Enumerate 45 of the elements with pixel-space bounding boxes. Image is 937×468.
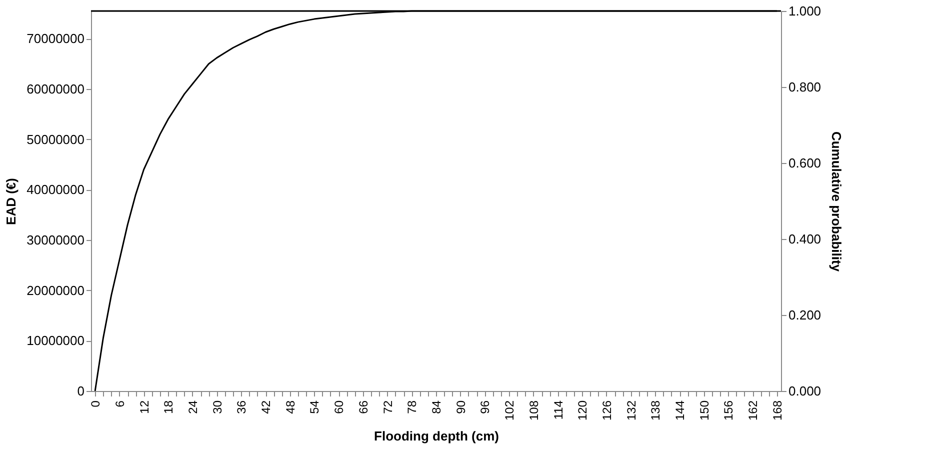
x-tick-label: 18 (162, 400, 176, 414)
y-tick-label: 20000000 (26, 282, 84, 298)
y-tick-label: 40000000 (26, 182, 84, 198)
y2-tick-label: 1.000 (788, 4, 822, 18)
x-tick-label: 30 (210, 400, 224, 414)
x-tick-label: 156 (722, 400, 736, 421)
x-tick-label: 120 (576, 400, 590, 421)
x-tick-label: 102 (502, 400, 517, 421)
x-tick-label: 96 (478, 400, 492, 414)
x-tick-label: 84 (430, 400, 444, 414)
y2-tick-label: 0.800 (788, 80, 822, 94)
x-tick-label: 108 (526, 400, 541, 421)
x-tick-label: 162 (746, 400, 760, 421)
x-axis-title: Flooding depth (cm) (374, 428, 499, 444)
x-tick-label: 42 (259, 400, 274, 414)
y-tick-label: 50000000 (26, 132, 84, 147)
y-tick-label: 10000000 (26, 333, 84, 348)
y-tick-label: 60000000 (26, 82, 84, 97)
x-tick-label: 132 (624, 400, 638, 421)
x-tick-label: 12 (137, 400, 152, 414)
x-tick-label: 90 (454, 400, 468, 414)
y-axis-title: EAD (€) (4, 178, 19, 225)
x-tick-label: 0 (88, 400, 103, 408)
x-tick-label: 150 (697, 400, 712, 421)
x-tick-label: 60 (332, 400, 346, 414)
x-tick-label: 36 (234, 400, 249, 414)
x-tick-label: 114 (551, 400, 566, 420)
y2-tick-label: 0.400 (788, 232, 822, 246)
x-tick-label: 144 (673, 400, 688, 421)
y-tick-label: 30000000 (26, 232, 84, 248)
x-tick-label: 138 (648, 400, 663, 421)
y-tick-label: 70000000 (26, 31, 84, 46)
x-tick-label: 54 (308, 400, 322, 414)
x-tick-label: 24 (186, 400, 200, 414)
x-tick-label: 78 (405, 400, 420, 414)
x-tick-label: 66 (356, 400, 370, 414)
x-tick-label: 126 (600, 400, 614, 421)
x-tick-label: 72 (380, 400, 395, 414)
x-tick-label: 48 (283, 400, 298, 414)
y2-tick-label: 0.000 (788, 384, 822, 398)
y2-tick-label: 0.200 (788, 308, 822, 322)
x-tick-label: 6 (112, 400, 127, 408)
y2-tick-label: 0.600 (788, 156, 822, 170)
x-tick-label: 168 (770, 400, 784, 421)
y2-axis-title: Cumulative probability (829, 131, 844, 272)
